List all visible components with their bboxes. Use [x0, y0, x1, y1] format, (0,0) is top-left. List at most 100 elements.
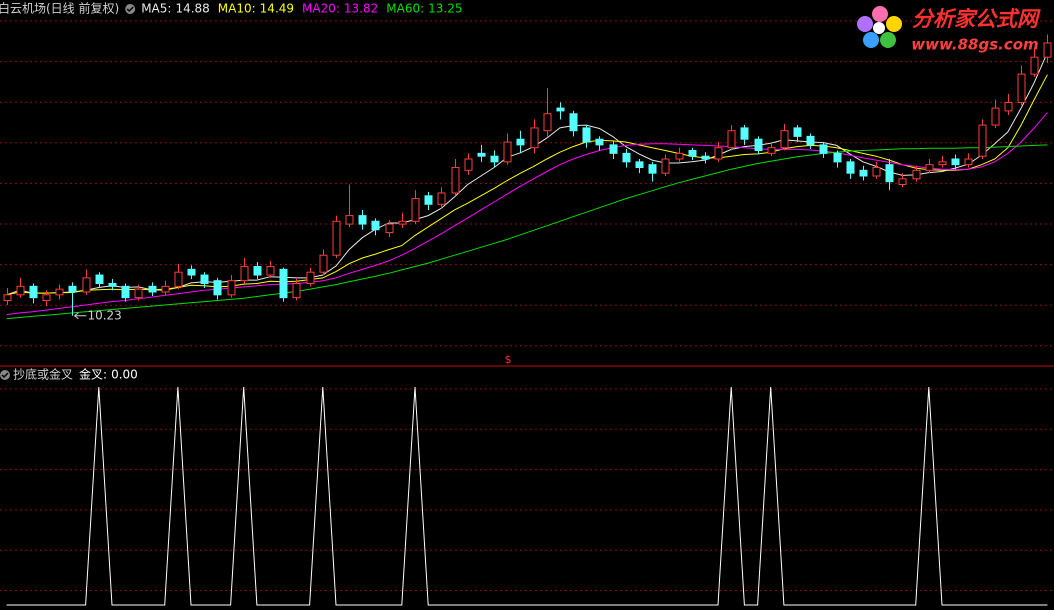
- candle-body: [793, 127, 802, 137]
- candle-body: [134, 288, 143, 299]
- candle-body: [543, 113, 552, 132]
- logo-petal: [863, 32, 879, 48]
- candle-body: [727, 130, 736, 149]
- logo: 分析家公式网 www.88gs.com: [857, 6, 1041, 54]
- candle-body: [55, 288, 64, 296]
- candle-body: [898, 178, 907, 185]
- candle-body: [266, 266, 275, 276]
- candle-body: [609, 144, 618, 154]
- candle-body: [819, 144, 828, 154]
- ma-line: [6, 144, 1048, 320]
- candle-body: [780, 130, 789, 149]
- candle-body: [82, 277, 91, 293]
- candle-body: [754, 138, 763, 152]
- candle-body: [516, 138, 525, 146]
- candle-body: [675, 152, 684, 160]
- logo-petal: [857, 16, 873, 32]
- legend-name: MA20:: [302, 2, 340, 16]
- candle-body: [95, 274, 104, 285]
- candle-body: [424, 195, 433, 205]
- legend-name: MA5:: [141, 2, 171, 16]
- candle-body: [161, 285, 170, 293]
- candle-body: [978, 124, 987, 157]
- logo-petal: [886, 16, 902, 32]
- candle-body: [68, 285, 77, 293]
- candle-body: [398, 220, 407, 225]
- candle-body: [1030, 56, 1039, 75]
- candle-body: [582, 127, 591, 143]
- candle-body: [306, 271, 315, 285]
- candle-body: [885, 164, 894, 183]
- candle-body: [1004, 101, 1013, 112]
- logo-center: [873, 22, 885, 34]
- indicator-title: 抄底或金叉: [13, 367, 73, 382]
- candle-body: [938, 161, 947, 166]
- candle-body: [872, 167, 881, 177]
- logo-url: www.88gs.com: [911, 36, 1038, 54]
- candle-body: [213, 280, 222, 296]
- candle-body: [912, 169, 921, 180]
- candle-body: [477, 152, 486, 157]
- candle-body: [556, 107, 565, 112]
- candle-body: [411, 198, 420, 222]
- candle-body: [29, 285, 38, 299]
- candle-body: [806, 135, 815, 146]
- indicator-icon-check: [1, 372, 9, 379]
- candle-body: [833, 152, 842, 163]
- candle-body: [253, 266, 262, 276]
- candle-body: [187, 268, 196, 276]
- candle-body: [200, 274, 209, 285]
- legend-value: 13.82: [344, 2, 378, 16]
- candle-body: [1043, 42, 1052, 58]
- candle-body: [925, 164, 934, 171]
- candle-body: [622, 152, 631, 163]
- candle-body: [292, 283, 301, 299]
- candle-body: [767, 147, 776, 154]
- candle-body: [358, 215, 367, 225]
- ma-line: [6, 74, 1048, 296]
- candle-body: [3, 294, 12, 301]
- logo-petal: [880, 32, 896, 48]
- candle-body: [1017, 73, 1026, 103]
- candle-body: [42, 294, 51, 301]
- candle-body: [688, 150, 697, 157]
- candle-body: [16, 285, 25, 296]
- candle-body: [859, 169, 868, 177]
- legend-name: MA10:: [218, 2, 256, 16]
- logo-petal: [872, 6, 888, 22]
- candle-body: [174, 271, 183, 287]
- candle-body: [451, 167, 460, 194]
- candle-body: [530, 127, 539, 149]
- chart-title: 白云机场(日线 前复权): [0, 1, 119, 16]
- legend-value: 14.49: [260, 2, 294, 16]
- candle-body: [319, 254, 328, 273]
- indicator-line: [6, 386, 1048, 606]
- candle-body: [121, 285, 130, 299]
- legend-name: 金叉:: [79, 367, 107, 382]
- low-arrow: [74, 312, 87, 320]
- candle-body: [148, 285, 157, 293]
- candle-body: [991, 107, 1000, 126]
- candle-body: [569, 113, 578, 132]
- logo-name: 分析家公式网: [912, 7, 1041, 31]
- candle-body: [371, 220, 380, 231]
- candle-body: [635, 161, 644, 169]
- legend-value: 14.88: [175, 2, 209, 16]
- low-label: 10.23: [87, 308, 121, 322]
- legend-name: MA60:: [386, 2, 424, 16]
- candle-body: [345, 215, 354, 225]
- candle-body: [714, 147, 723, 160]
- candle-body: [740, 127, 749, 140]
- candle-body: [279, 268, 288, 299]
- candle-body: [240, 266, 249, 282]
- candle-body: [437, 192, 446, 205]
- candle-body: [332, 220, 341, 256]
- candle-body: [385, 223, 394, 234]
- candle-body: [964, 158, 973, 166]
- legend-value: 0.00: [111, 368, 138, 382]
- signal-marker: $: [505, 353, 512, 366]
- candle-body: [108, 283, 117, 287]
- candle-body: [648, 164, 657, 174]
- indicator-icon-check: [126, 6, 134, 13]
